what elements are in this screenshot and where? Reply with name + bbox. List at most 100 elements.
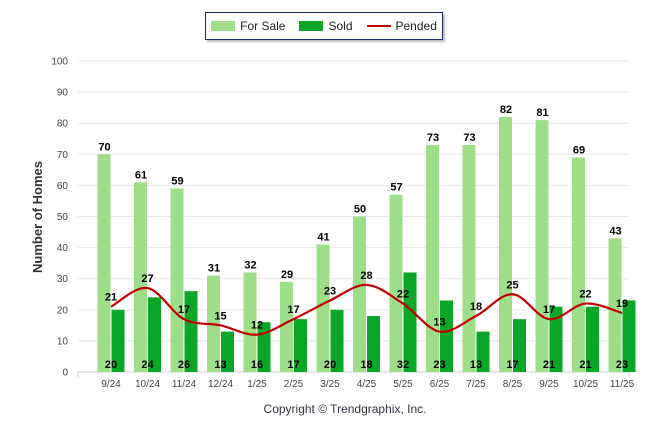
bar-for-sale [608, 238, 622, 372]
x-tick-label: 11/24 [172, 379, 197, 390]
data-label-for-sale: 43 [609, 225, 621, 237]
legend-swatch-pended [366, 25, 391, 27]
data-label-sold: 13 [214, 359, 226, 371]
x-tick-label: 1/25 [247, 379, 267, 390]
data-label-pended: 21 [105, 292, 117, 304]
data-label-pended: 22 [397, 289, 409, 301]
data-label-pended: 27 [141, 273, 153, 285]
bar-sold [367, 316, 380, 372]
data-label-for-sale: 57 [390, 182, 402, 194]
pended-line [110, 283, 623, 336]
legend-label-pended: Pended [395, 19, 437, 33]
y-tick-label: 60 [57, 181, 69, 192]
y-tick-label: 80 [57, 119, 69, 130]
bar-sold [549, 306, 563, 372]
y-tick-label: 20 [57, 305, 69, 316]
data-label-for-sale: 50 [354, 204, 366, 216]
bar-sold [622, 300, 636, 372]
y-tick-label: 30 [57, 274, 69, 285]
data-label-pended: 28 [360, 270, 372, 282]
x-tick-label: 9/24 [101, 379, 121, 390]
x-tick-label: 6/25 [430, 379, 450, 390]
data-label-pended: 22 [579, 289, 591, 301]
x-tick-label: 4/25 [357, 379, 377, 390]
legend-swatch-sold [299, 21, 324, 31]
data-label-pended: 17 [287, 304, 299, 316]
x-tick-label: 9/25 [539, 379, 559, 390]
y-tick-label: 70 [57, 150, 69, 161]
data-label-sold: 17 [506, 359, 518, 371]
bar-for-sale [426, 144, 439, 372]
bar-for-sale [462, 144, 476, 372]
legend-item-for-sale[interactable]: For Sale [211, 19, 285, 33]
data-label-sold: 26 [178, 359, 190, 371]
data-label-sold: 17 [287, 359, 299, 371]
bar-sold [184, 291, 198, 372]
data-label-pended: 13 [433, 317, 445, 329]
data-label-pended: 12 [251, 320, 263, 332]
data-label-sold: 20 [324, 359, 336, 371]
legend-swatch-for-sale [211, 21, 236, 31]
legend-label-sold: Sold [328, 19, 353, 33]
data-label-sold: 32 [397, 359, 409, 371]
x-tick-label: 12/24 [208, 379, 233, 390]
data-label-sold: 23 [433, 359, 445, 371]
data-label-sold: 18 [360, 359, 372, 371]
y-tick-label: 50 [57, 212, 69, 223]
x-tick-label: 10/25 [573, 379, 598, 390]
legend: For Sale Sold Pended [205, 12, 443, 40]
data-label-pended: 15 [214, 310, 226, 322]
data-label-sold: 23 [616, 359, 628, 371]
x-tick-label: 2/25 [284, 379, 304, 390]
legend-item-pended[interactable]: Pended [366, 19, 437, 33]
data-label-for-sale: 31 [208, 263, 220, 275]
data-label-for-sale: 70 [98, 141, 110, 153]
legend-item-sold[interactable]: Sold [299, 19, 353, 33]
bar-for-sale [280, 281, 293, 372]
bar-for-sale [243, 272, 257, 372]
x-tick-label: 10/24 [135, 379, 160, 390]
bar-sold [148, 297, 161, 372]
y-tick-label: 90 [57, 88, 69, 99]
y-tick-label: 100 [51, 57, 68, 68]
data-label-sold: 21 [579, 359, 591, 371]
data-label-sold: 13 [470, 359, 482, 371]
bar-sold [294, 319, 307, 372]
data-label-for-sale: 61 [135, 169, 147, 181]
y-tick-label: 0 [62, 368, 68, 379]
legend-label-for-sale: For Sale [240, 19, 286, 33]
bar-for-sale [353, 216, 366, 372]
x-tick-label: 7/25 [466, 379, 486, 390]
bar-sold [111, 309, 125, 372]
x-tick-label: 5/25 [393, 379, 413, 390]
bar-sold [403, 272, 417, 372]
data-label-pended: 17 [543, 304, 555, 316]
data-label-for-sale: 32 [244, 259, 256, 271]
data-label-sold: 20 [105, 359, 117, 371]
data-label-for-sale: 73 [427, 132, 439, 144]
copyright: Copyright © Trendgraphix, Inc. [263, 402, 427, 416]
bar-for-sale [572, 157, 585, 372]
bar-for-sale [535, 120, 549, 372]
y-tick-label: 10 [57, 336, 69, 347]
y-axis-title: Number of Homes [30, 161, 45, 273]
bar-for-sale [389, 194, 403, 372]
data-label-for-sale: 82 [500, 104, 512, 116]
data-label-for-sale: 41 [317, 231, 329, 243]
data-label-sold: 16 [251, 359, 263, 371]
data-label-pended: 17 [178, 304, 190, 316]
x-tick-label: 11/25 [610, 379, 635, 390]
data-label-for-sale: 73 [463, 132, 475, 144]
data-label-pended: 18 [470, 301, 482, 313]
data-label-sold: 21 [543, 359, 555, 371]
data-label-for-sale: 59 [171, 176, 183, 188]
data-label-pended: 23 [324, 285, 336, 297]
bar-for-sale [499, 116, 512, 372]
bar-for-sale [134, 182, 147, 372]
data-label-for-sale: 69 [573, 144, 585, 156]
x-tick-label: 8/25 [503, 379, 523, 390]
bar-for-sale [170, 188, 184, 372]
data-label-for-sale: 81 [536, 107, 548, 119]
